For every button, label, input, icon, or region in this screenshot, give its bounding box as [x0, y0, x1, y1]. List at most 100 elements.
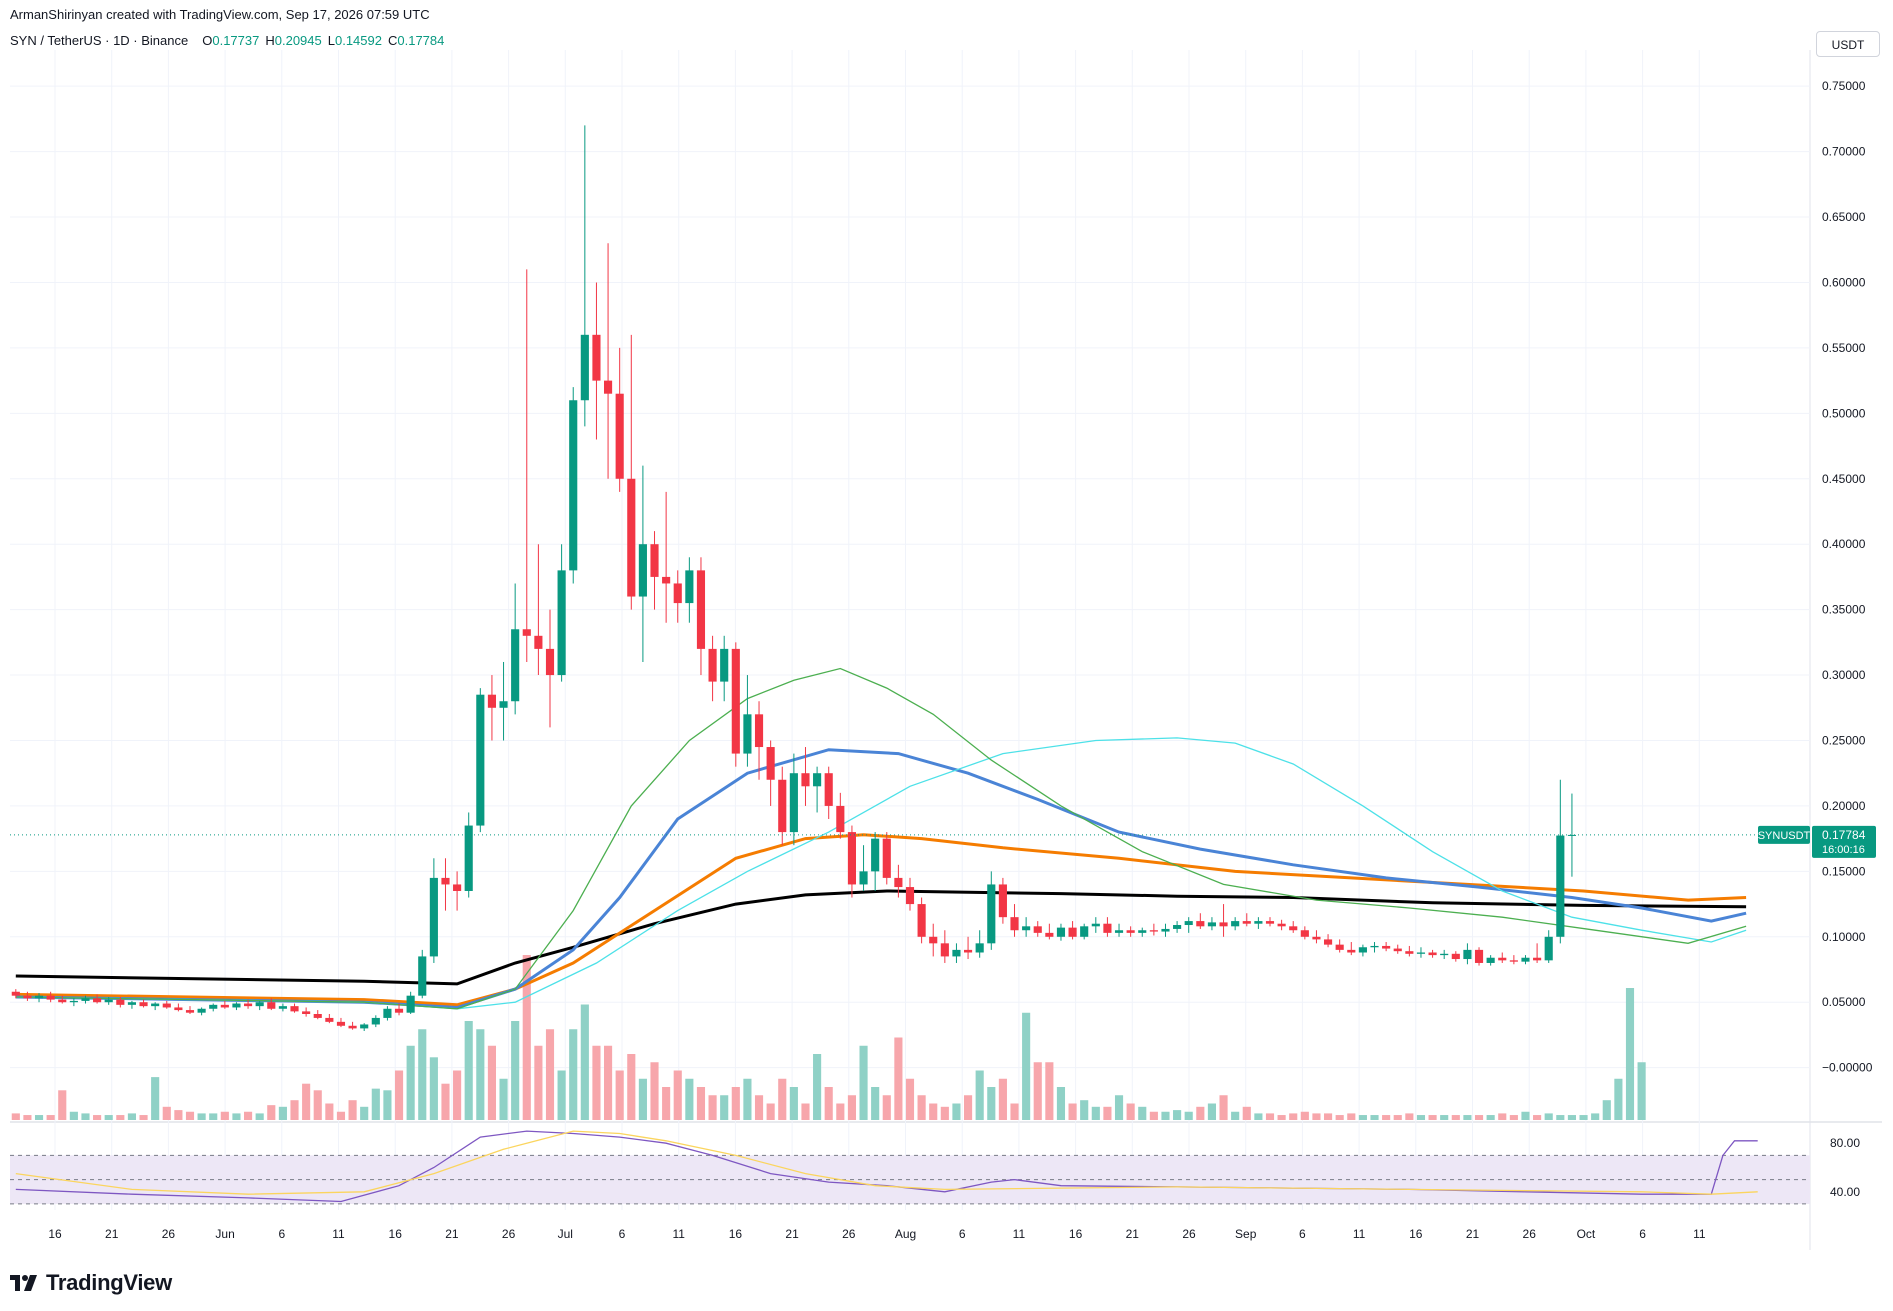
moving-average-line [15, 667, 1747, 1010]
candle-body [162, 1003, 171, 1008]
volume-bar [1393, 1115, 1402, 1120]
candle-body [1126, 930, 1135, 933]
date-tick-label: 26 [162, 1227, 176, 1241]
volume-bar [290, 1100, 299, 1120]
volume-bar [441, 1083, 450, 1120]
candle-body [940, 943, 949, 957]
volume-bar [104, 1115, 113, 1120]
volume-bar [1382, 1115, 1391, 1120]
candle-body [511, 629, 520, 702]
candle-body [627, 478, 636, 597]
candle-body [1533, 957, 1542, 961]
volume-bar [1591, 1113, 1600, 1120]
volume-bar [46, 1115, 55, 1120]
candle-body [1324, 939, 1333, 945]
candle-body [1556, 835, 1565, 937]
currency-selector[interactable]: USDT [1816, 31, 1880, 57]
symbol-name[interactable]: SYN / TetherUS · 1D · Binance [10, 33, 189, 48]
tradingview-logo[interactable]: TradingView [10, 1270, 172, 1296]
candle-body [1347, 949, 1356, 953]
candle-body [847, 832, 856, 885]
candle-body [1219, 922, 1228, 927]
candle-body [789, 773, 798, 833]
rsi-tick-label: 80.00 [1830, 1136, 1860, 1150]
candle-body [232, 1003, 241, 1008]
candle-body [1080, 926, 1089, 937]
candle-body [882, 838, 891, 878]
price-tick-label: 0.35000 [1822, 603, 1866, 617]
candle-body [604, 380, 613, 394]
date-tick-label: 6 [1299, 1227, 1306, 1241]
candle-body [197, 1008, 206, 1013]
volume-bar [952, 1103, 961, 1120]
volume-bar [499, 1078, 508, 1120]
volume-bar [522, 955, 531, 1120]
volume-bar [1091, 1106, 1100, 1120]
volume-bar [998, 1078, 1007, 1120]
volume-bar [1509, 1115, 1518, 1120]
volume-bar [1149, 1111, 1158, 1120]
volume-bar [1231, 1111, 1240, 1120]
volume-bar [1184, 1111, 1193, 1120]
candle-body [81, 998, 90, 1001]
price-tag-bg [1812, 825, 1876, 858]
volume-bar [1289, 1113, 1298, 1120]
date-tick-label: 11 [672, 1227, 685, 1241]
candle-body [720, 648, 729, 682]
candle-body [1103, 923, 1112, 933]
volume-bar [1080, 1100, 1089, 1120]
price-tick-label: 0.60000 [1822, 275, 1866, 289]
candle-body [23, 995, 32, 999]
candle-body [1509, 960, 1518, 962]
volume-bar [1451, 1115, 1460, 1120]
date-tick-label: 6 [619, 1227, 626, 1241]
volume-bar [1033, 1062, 1042, 1120]
candle-body [464, 825, 473, 891]
candle-body [1358, 947, 1367, 953]
date-tick-label: Sep [1235, 1227, 1257, 1241]
candle-body [580, 334, 589, 401]
volume-bar [1022, 1012, 1031, 1120]
volume-bar [127, 1113, 136, 1120]
volume-bar [1463, 1115, 1472, 1120]
volume-bar [789, 1087, 798, 1120]
candle-body [1440, 953, 1449, 956]
date-tick-label: 11 [1693, 1227, 1706, 1241]
volume-bar [197, 1113, 206, 1120]
date-tick-label: 16 [48, 1227, 62, 1241]
candle-body [267, 1002, 276, 1009]
volume-bar [720, 1095, 729, 1120]
candle-body [302, 1011, 311, 1014]
candle-body [116, 999, 125, 1005]
volume-bar [836, 1103, 845, 1120]
price-tick-label: 0.25000 [1822, 733, 1866, 747]
volume-bar [429, 1057, 438, 1120]
candle-body [1138, 930, 1147, 933]
candle-body [93, 998, 102, 1003]
candle-body [1300, 930, 1309, 937]
chart-credit: ArmanShirinyan created with TradingView.… [10, 7, 430, 22]
symbol-tag-bg [1758, 825, 1810, 844]
volume-bar [58, 1090, 67, 1120]
candle-body [1254, 921, 1263, 924]
volume-bar [685, 1078, 694, 1120]
volume-bar [847, 1095, 856, 1120]
volume-bar [917, 1095, 926, 1120]
candle-body [743, 714, 752, 754]
volume-bar [1521, 1111, 1530, 1120]
candle-body [1207, 922, 1216, 927]
candle-body [754, 714, 764, 748]
date-tick-label: 16 [729, 1227, 743, 1241]
volume-bar [1161, 1111, 1170, 1120]
candle-body [441, 877, 450, 885]
volume-bar [557, 1070, 566, 1120]
volume-bar [476, 1029, 485, 1120]
candle-body [592, 334, 601, 381]
price-tag-value: 0.17784 [1822, 828, 1866, 842]
volume-bar [1405, 1113, 1414, 1120]
volume-bar [1045, 1062, 1054, 1120]
volume-bar [244, 1111, 253, 1120]
candle-body [313, 1014, 322, 1018]
candle-body [801, 773, 810, 787]
